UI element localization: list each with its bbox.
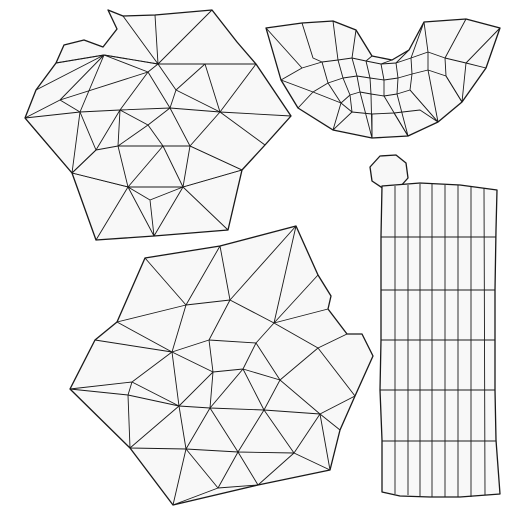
island-mesh-lines: [69, 225, 356, 506]
island-mesh-lines: [24, 9, 292, 241]
uv-island-strip: [379, 182, 501, 498]
uv-island-hexagon-top: [24, 9, 292, 241]
uv-island-hexagon-bottom: [69, 225, 374, 506]
island-mesh-lines: [265, 18, 501, 139]
island-mesh-lines: [380, 184, 496, 497]
uv-island-fan: [265, 18, 501, 139]
